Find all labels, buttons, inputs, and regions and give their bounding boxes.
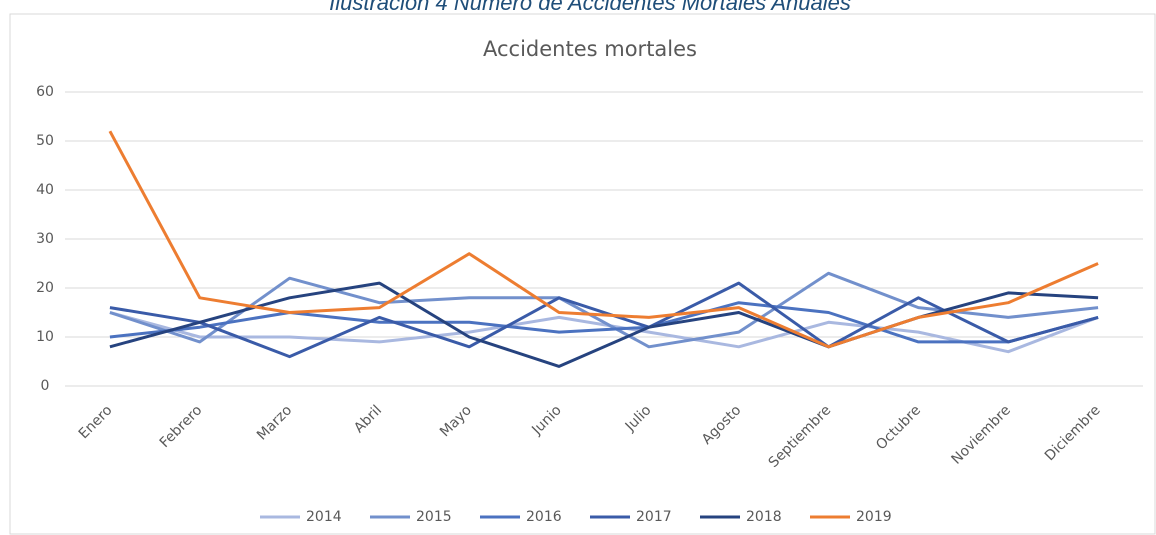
x-tick-label: Mayo xyxy=(437,402,475,440)
series-line xyxy=(109,271,1099,349)
legend-label: 2015 xyxy=(416,509,452,525)
y-tick-label: 0 xyxy=(41,378,50,394)
x-tick-label: Abril xyxy=(351,402,385,436)
legend-label: 2014 xyxy=(306,509,342,525)
x-tick-label: Septiembre xyxy=(766,402,835,471)
chart-frame xyxy=(9,13,1156,535)
x-tick-label: Febrero xyxy=(157,402,206,451)
x-tick-label: Octubre xyxy=(873,402,924,453)
x-tick-label: Enero xyxy=(76,402,116,442)
y-tick-label: 20 xyxy=(36,280,54,296)
x-tick-label: Marzo xyxy=(254,402,295,443)
y-tick-label: 40 xyxy=(36,182,54,198)
legend-label: 2018 xyxy=(746,509,782,525)
series-line xyxy=(109,301,1099,344)
series-line xyxy=(109,281,1099,368)
x-tick-label: Diciembre xyxy=(1042,402,1104,464)
x-tick-label: Noviembre xyxy=(949,402,1014,467)
y-tick-label: 50 xyxy=(36,133,54,149)
legend-label: 2016 xyxy=(526,509,562,525)
y-tick-label: 10 xyxy=(36,329,54,345)
legend-label: 2019 xyxy=(856,509,892,525)
x-tick-label: Julio xyxy=(622,402,655,435)
caption: Ilustración 4 Número de Accidentes Morta… xyxy=(329,0,851,15)
y-tick-label: 60 xyxy=(36,84,54,100)
series-line xyxy=(108,130,1099,349)
legend-label: 2017 xyxy=(636,509,672,525)
series-line xyxy=(109,311,1099,354)
x-tick-label: Junio xyxy=(528,402,564,438)
series-line xyxy=(109,281,1099,359)
chart-title: Accidentes mortales xyxy=(483,37,697,61)
y-tick-label: 30 xyxy=(36,231,54,247)
x-tick-label: Agosto xyxy=(699,402,745,448)
